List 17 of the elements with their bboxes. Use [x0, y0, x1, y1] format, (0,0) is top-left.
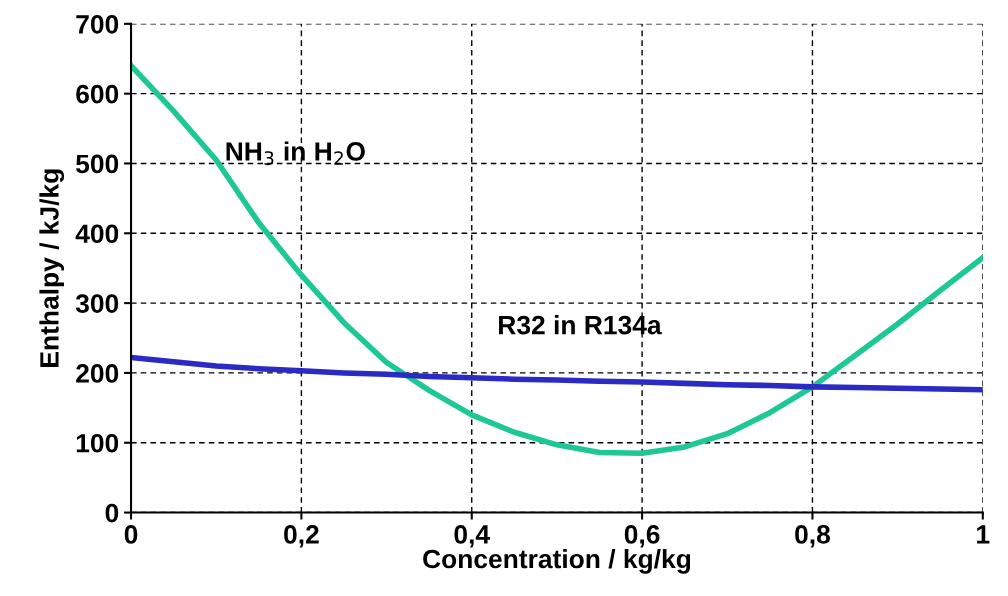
y-tick-label: 0 — [105, 503, 119, 523]
y-tick-label: 500 — [76, 154, 119, 174]
x-tick-label: 0,8 — [795, 525, 830, 548]
y-tick-label: 400 — [75, 224, 119, 244]
y-tick-label: 600 — [76, 84, 119, 104]
x-tick-label: 0,2 — [284, 525, 319, 548]
x-axis-title: Concentration / kg/kg — [423, 548, 691, 574]
y-axis-title: Enthalpy / kJ/kg — [39, 169, 65, 367]
x-tick-label: 0 — [124, 525, 138, 544]
x-tick-label: 0,4 — [454, 525, 490, 548]
y-tick-label: 700 — [76, 14, 119, 34]
y-tick-label: 100 — [76, 433, 119, 453]
x-tick-label: 0,6 — [624, 525, 660, 548]
y-tick-label: 200 — [76, 364, 119, 383]
x-tick-label: 1 — [977, 525, 990, 544]
y-tick-label: 300 — [75, 294, 119, 313]
annotation: R32 in R134a — [499, 315, 662, 335]
